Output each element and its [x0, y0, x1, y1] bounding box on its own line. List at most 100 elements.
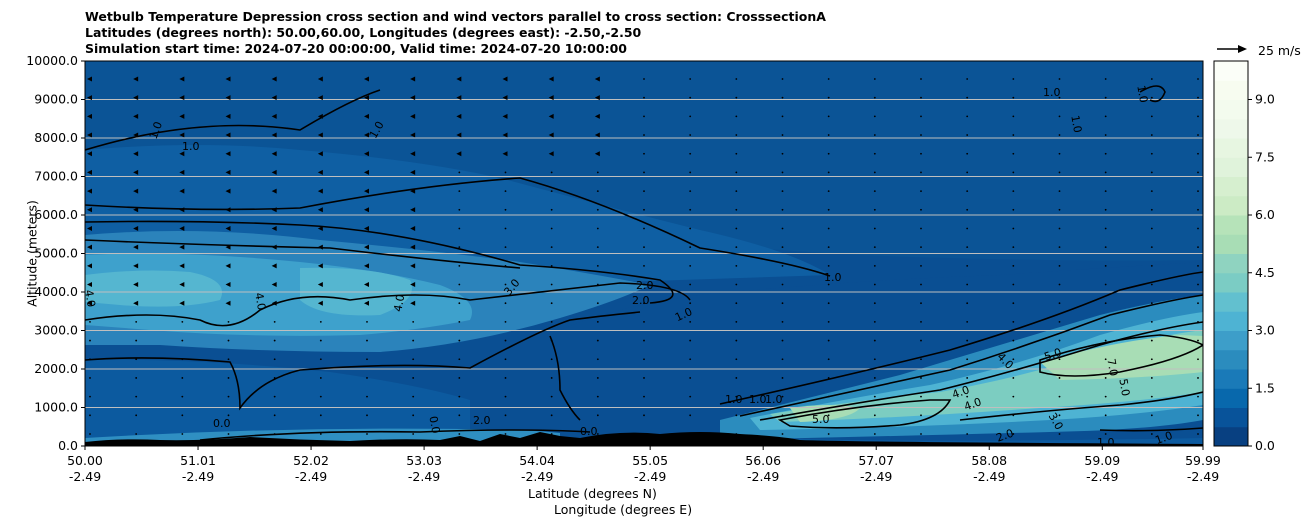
wind-vector [1197, 152, 1199, 155]
wind-vector [1058, 395, 1061, 398]
wind-vector [179, 300, 185, 306]
wind-vector [504, 283, 507, 286]
wind-vector [87, 188, 92, 194]
wind-vector [827, 78, 830, 80]
wind-vector [133, 76, 139, 82]
wind-vector [1104, 433, 1107, 435]
y-tick-label: 7000.0 [34, 169, 78, 184]
wind-vector [89, 377, 91, 379]
wind-vector [410, 113, 416, 119]
wind-vector [271, 169, 277, 175]
wind-vector [1197, 134, 1199, 136]
wind-vector [1104, 246, 1107, 249]
wind-vector [179, 282, 185, 288]
wind-vector [873, 208, 876, 211]
contour-label: 2.0 [632, 294, 650, 307]
wind-vector [181, 339, 184, 342]
colorbar-band [1214, 349, 1248, 370]
wind-vector [735, 283, 738, 286]
wind-vector [689, 320, 692, 323]
wind-vector [89, 320, 91, 323]
wind-vector [504, 320, 507, 323]
x-tick-label-lat: 50.00 [67, 453, 103, 468]
wind-vector [364, 207, 369, 213]
wind-vector [456, 76, 462, 82]
wind-vector [1197, 171, 1199, 174]
wind-vector [689, 246, 692, 249]
wind-vector [966, 433, 969, 435]
wind-vector [873, 377, 876, 379]
wind-vector [179, 207, 185, 213]
x-tick-label-lat: 57.07 [858, 453, 894, 468]
x-tick-label-lat: 54.04 [519, 453, 555, 468]
contour-label: 4.0 [950, 383, 971, 401]
wind-vector [548, 76, 554, 82]
wind-vector [781, 96, 784, 99]
wind-vector [1058, 171, 1061, 174]
wind-vector [596, 208, 599, 211]
wind-vector [966, 171, 969, 174]
wind-vector [781, 115, 784, 118]
wind-vector [225, 263, 231, 269]
wind-vector [87, 76, 92, 82]
wind-vector [1104, 339, 1107, 342]
colorbar-band [1214, 80, 1248, 100]
wind-vector [596, 171, 599, 174]
wind-vector [1012, 246, 1015, 249]
wind-vector [643, 134, 645, 136]
wind-vector [1150, 190, 1153, 193]
wind-vector [966, 78, 969, 80]
x-axis-label: Latitude (degrees N) [528, 486, 657, 501]
wind-vector [504, 246, 507, 249]
wind-vector [271, 263, 277, 269]
contour-label: 5.0 [1116, 378, 1132, 397]
wind-vector [225, 151, 231, 157]
wind-vector [1104, 377, 1107, 379]
wind-vector [135, 377, 138, 379]
wind-vector [364, 169, 369, 175]
wind-vector [317, 207, 323, 213]
wind-vector [781, 433, 784, 435]
wind-vector [966, 246, 969, 249]
wind-vector [594, 132, 600, 138]
wind-vector [643, 414, 645, 417]
wind-vector [319, 358, 322, 361]
wind-vector [594, 76, 600, 82]
wind-vector [89, 414, 91, 417]
wind-vector [550, 264, 553, 267]
wind-vector [458, 358, 461, 361]
wind-vector [735, 339, 738, 342]
wind-vector [133, 169, 139, 175]
wind-vector [504, 377, 507, 379]
wind-vector [643, 78, 645, 80]
wind-vector [364, 282, 369, 288]
colorbar-band [1214, 426, 1248, 447]
wind-vector [966, 302, 969, 305]
wind-vector [135, 320, 138, 323]
wind-vector [1197, 433, 1199, 435]
wind-vector [227, 414, 230, 417]
wind-vector [1012, 115, 1015, 118]
wind-vector [364, 244, 369, 250]
wind-vector [133, 244, 139, 250]
wind-vector [133, 225, 139, 231]
x-tick-label-lon: -2.49 [408, 469, 440, 484]
wind-vector [643, 227, 645, 230]
wind-vector [87, 151, 92, 157]
wind-vector [966, 134, 969, 136]
wind-vector [458, 320, 461, 323]
wind-vector [1104, 283, 1107, 286]
wind-vector [273, 339, 276, 342]
wind-vector [1058, 302, 1061, 305]
x-tick-label-lon: -2.49 [1187, 469, 1219, 484]
wind-vector [410, 225, 416, 231]
colorbar-frame [1213, 60, 1249, 447]
wind-vector [181, 414, 184, 417]
wind-vector [227, 358, 230, 361]
wind-vector [1012, 78, 1015, 80]
wind-vector [781, 264, 784, 267]
wind-vector [504, 208, 507, 211]
wind-vector [179, 113, 185, 119]
colorbar-band [1214, 138, 1248, 158]
wind-vector [1197, 302, 1199, 305]
